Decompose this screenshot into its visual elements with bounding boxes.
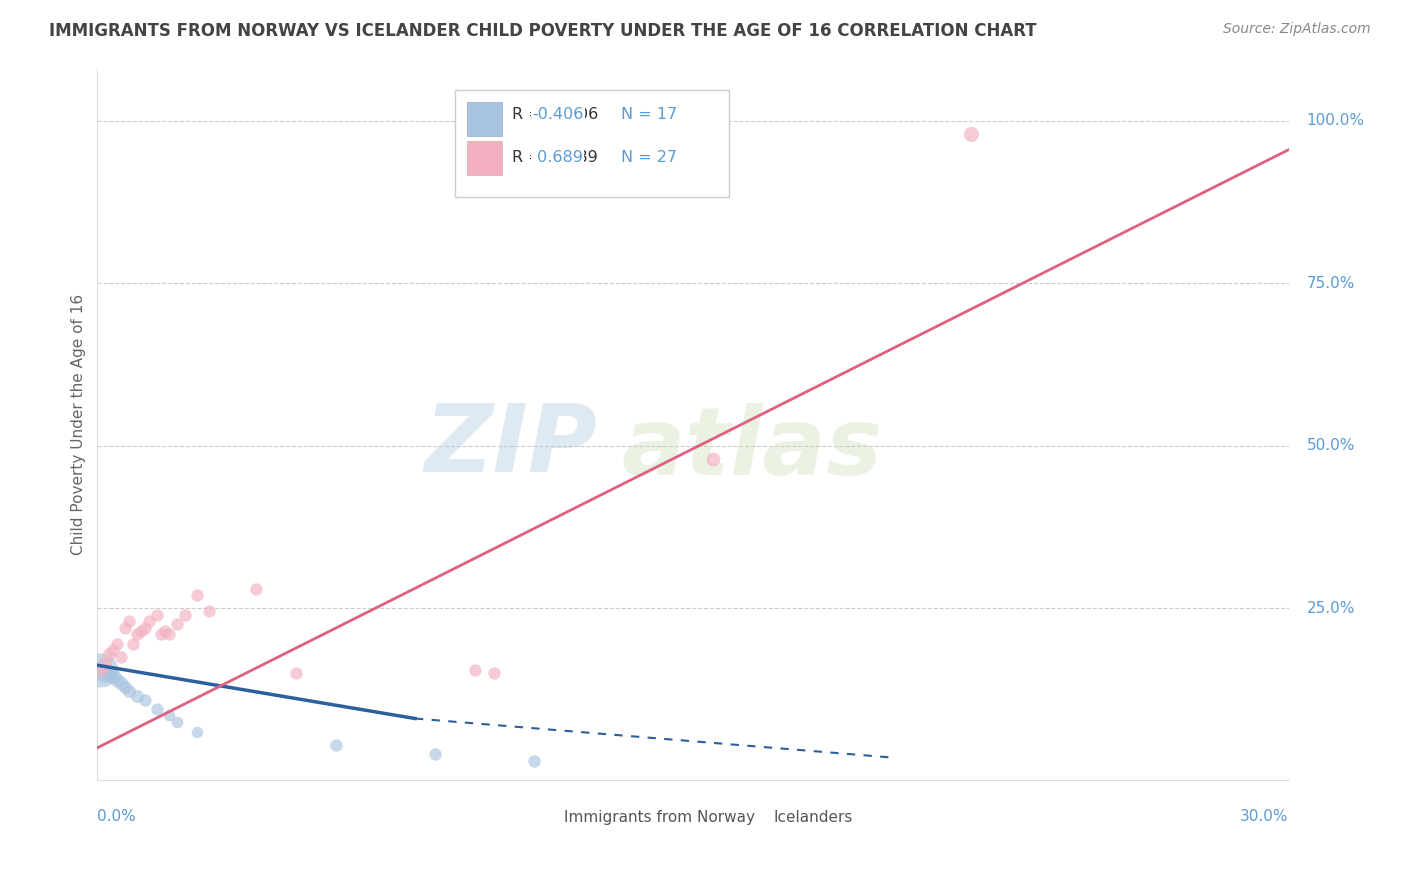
Point xyxy=(103,643,125,657)
Point xyxy=(105,637,128,651)
Point xyxy=(94,666,117,681)
Point xyxy=(157,627,180,641)
Point xyxy=(960,127,983,141)
Point xyxy=(125,627,148,641)
Text: atlas: atlas xyxy=(621,403,883,495)
Point xyxy=(114,620,136,634)
Point xyxy=(146,607,169,622)
Text: Source: ZipAtlas.com: Source: ZipAtlas.com xyxy=(1223,22,1371,37)
Point xyxy=(484,666,506,681)
Point xyxy=(197,604,219,618)
Point xyxy=(125,689,148,703)
Point xyxy=(186,588,208,602)
Point xyxy=(122,637,145,651)
Text: Icelanders: Icelanders xyxy=(773,810,853,825)
Point xyxy=(186,724,208,739)
Text: N = 27: N = 27 xyxy=(621,150,678,165)
Point xyxy=(423,747,446,762)
Y-axis label: Child Poverty Under the Age of 16: Child Poverty Under the Age of 16 xyxy=(72,293,86,555)
Bar xyxy=(467,141,502,176)
Point xyxy=(523,754,546,768)
Point xyxy=(149,627,172,641)
Point xyxy=(153,624,176,638)
Point xyxy=(464,663,486,677)
Point xyxy=(98,667,121,681)
Point xyxy=(702,451,724,466)
Point xyxy=(110,649,132,664)
Point xyxy=(284,666,307,681)
Point xyxy=(134,693,156,707)
Text: R = -0.406: R = -0.406 xyxy=(512,107,598,122)
Point xyxy=(94,657,117,671)
Text: 25.0%: 25.0% xyxy=(1306,600,1355,615)
Text: 75.0%: 75.0% xyxy=(1306,276,1355,291)
Point xyxy=(118,614,141,628)
Point xyxy=(166,714,188,729)
Text: N = 17: N = 17 xyxy=(621,107,678,122)
Point xyxy=(98,647,121,661)
Text: 50.0%: 50.0% xyxy=(1306,438,1355,453)
Point xyxy=(173,607,195,622)
Point xyxy=(90,663,112,677)
Text: 100.0%: 100.0% xyxy=(1306,113,1364,128)
Text: Immigrants from Norway: Immigrants from Norway xyxy=(564,810,755,825)
Text: 30.0%: 30.0% xyxy=(1240,809,1288,823)
Point xyxy=(114,681,136,695)
Text: R =  0.689: R = 0.689 xyxy=(512,150,598,165)
Point xyxy=(110,675,132,690)
Point xyxy=(157,708,180,723)
Point xyxy=(105,673,128,687)
Bar xyxy=(467,102,502,136)
Text: -0.406: -0.406 xyxy=(531,107,583,122)
Text: ZIP: ZIP xyxy=(425,400,598,491)
Text: 0.689: 0.689 xyxy=(531,150,583,165)
Text: 0.0%: 0.0% xyxy=(97,809,136,823)
Point xyxy=(134,620,156,634)
Point xyxy=(166,617,188,632)
Text: IMMIGRANTS FROM NORWAY VS ICELANDER CHILD POVERTY UNDER THE AGE OF 16 CORRELATIO: IMMIGRANTS FROM NORWAY VS ICELANDER CHIL… xyxy=(49,22,1036,40)
Point xyxy=(129,624,152,638)
Point xyxy=(146,702,169,716)
Point xyxy=(103,669,125,683)
Point xyxy=(118,684,141,698)
Bar xyxy=(520,807,555,829)
Point xyxy=(138,614,160,628)
Point xyxy=(325,738,347,752)
Point xyxy=(90,663,112,677)
Bar xyxy=(728,807,765,829)
Point xyxy=(245,582,267,596)
FancyBboxPatch shape xyxy=(454,90,728,196)
